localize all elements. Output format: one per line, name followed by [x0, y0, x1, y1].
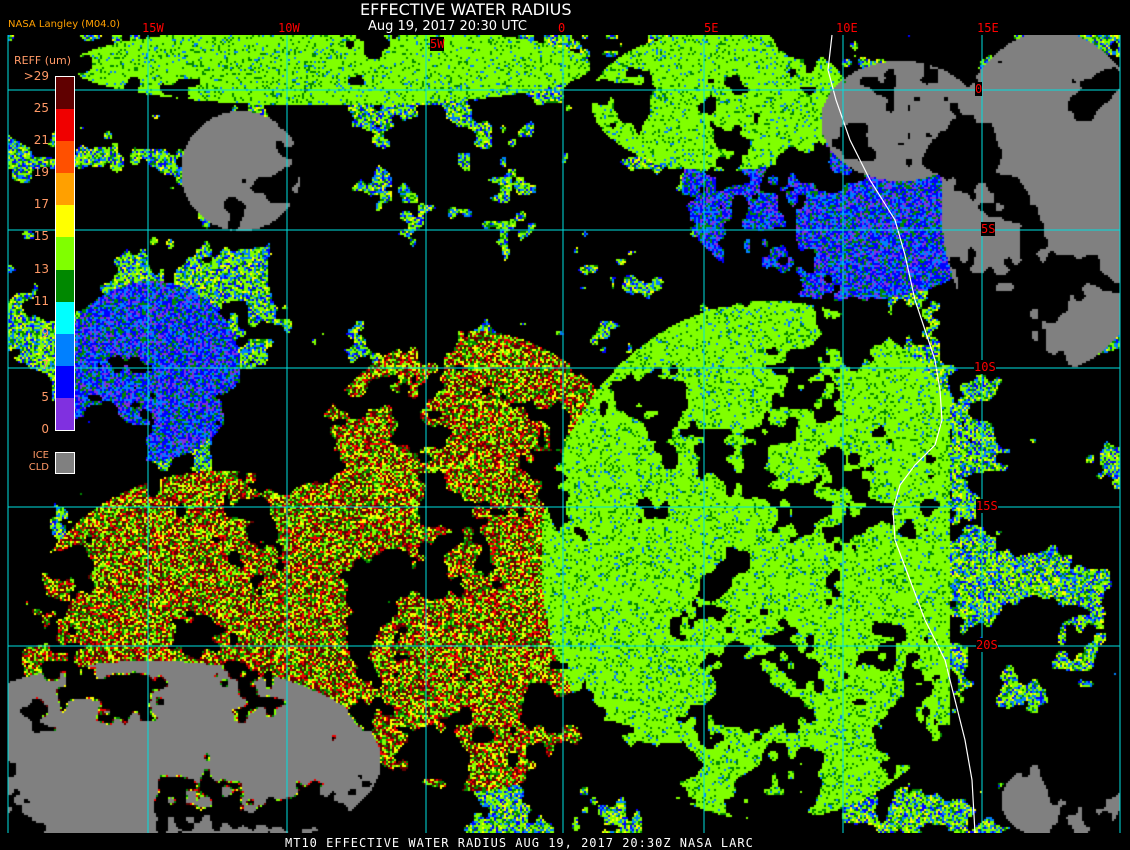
lon-label-15e: 15E [977, 21, 999, 35]
legend-tick-label: 25 [33, 101, 49, 116]
lat-label-10s: 10S [974, 360, 996, 374]
legend-tick-label: 11 [33, 293, 49, 308]
colorbar-segment [56, 109, 74, 143]
colorbar-segment [56, 301, 74, 335]
colorbar-segment [56, 269, 74, 303]
colorbar-segment [56, 365, 74, 399]
lon-label-15w: 15W [142, 21, 164, 35]
lat-label-0: 0 [975, 82, 983, 96]
coastline [827, 34, 976, 834]
colorbar [55, 76, 75, 431]
chart-title: EFFECTIVE WATER RADIUS [360, 0, 572, 19]
lon-label-10w: 10W [278, 21, 300, 35]
legend-tick-label: 0 [41, 422, 49, 436]
lat-label-5s: 5S [981, 222, 996, 236]
footer: MT10 EFFECTIVE WATER RADIUS AUG 19, 2017… [285, 836, 754, 850]
colorbar-segment [56, 237, 74, 271]
legend-tick-label: 15 [33, 229, 49, 244]
legend-tick-label: 9 [41, 325, 49, 340]
colorbar-segment [56, 141, 74, 175]
legend-title: REFF (um) [14, 54, 72, 67]
ice-cloud-swatch [55, 452, 75, 474]
legend-tick-label: 13 [33, 261, 49, 276]
colorbar-segment [56, 173, 74, 207]
legend-tick-label: 7 [41, 357, 49, 372]
chart-subtitle: Aug 19, 2017 20:30 UTC [368, 19, 527, 34]
ice-label-2: CLD [28, 462, 49, 473]
lat-label-20s: 20S [976, 638, 998, 652]
colorbar-segment [56, 333, 74, 367]
legend-tick-label: 17 [33, 197, 49, 212]
lon-label-10e: 10E [836, 21, 858, 35]
ice-label-1: ICE [32, 450, 49, 461]
satellite-image [8, 35, 1120, 833]
lat-label-15s: 15S [976, 499, 998, 513]
lon-label-5e: 5E [704, 21, 719, 35]
legend-tick-label: 5 [41, 389, 49, 404]
provider-label: NASA Langley (M04.0) [8, 19, 120, 30]
colorbar-segment [56, 397, 74, 431]
colorbar-segment [56, 205, 74, 239]
lon-label-0: 0 [558, 21, 566, 35]
legend-tick-label: 21 [33, 133, 49, 148]
legend-tick-label: >29 [23, 69, 49, 83]
colorbar-segment [56, 77, 74, 111]
legend-tick-label: 19 [33, 165, 49, 180]
lon-label-5w: 5W [430, 37, 445, 51]
